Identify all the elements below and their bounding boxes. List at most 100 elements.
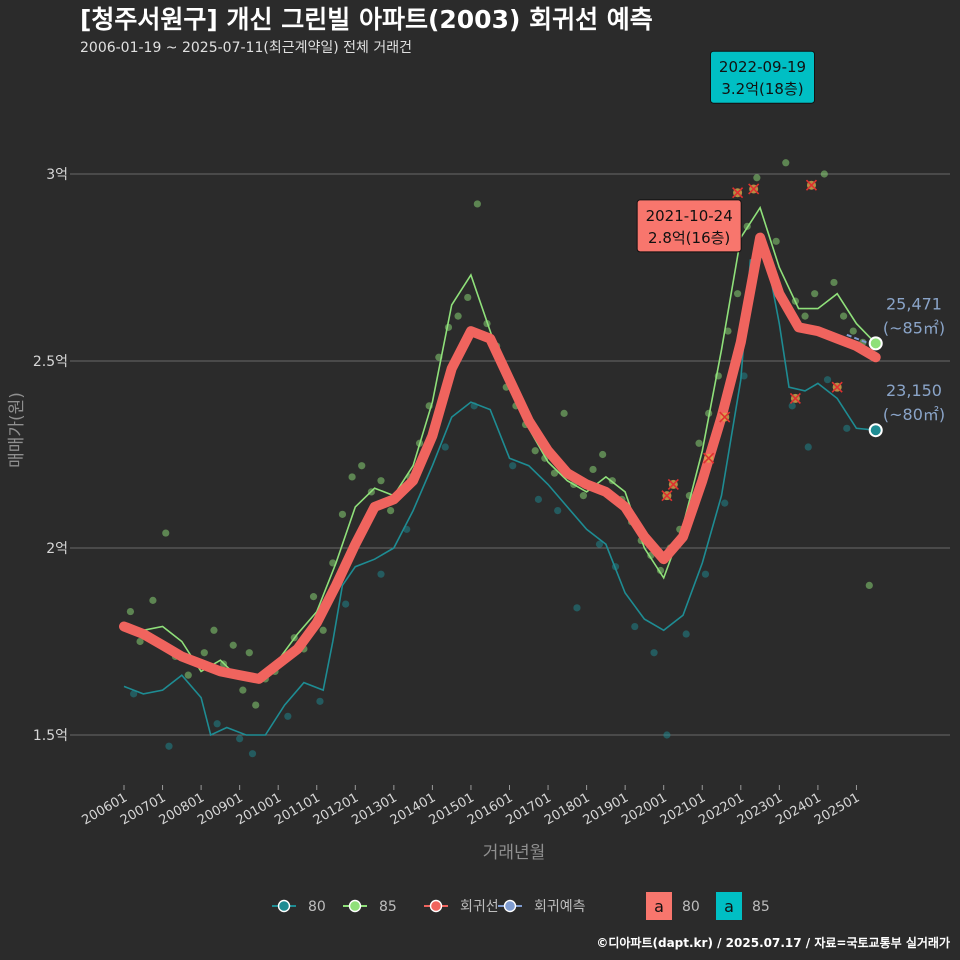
legend-label: 회귀선 (460, 899, 499, 915)
legend-label: 85 (379, 899, 397, 915)
transaction-point-80 (843, 424, 851, 432)
legend-label: 회귀예측 (534, 899, 586, 915)
transaction-point-85 (377, 477, 385, 485)
transaction-point-85 (210, 626, 218, 634)
callout-box (710, 50, 815, 104)
legend: 80 85 회귀선 회귀예측 a 80 a 85 (272, 892, 770, 920)
transaction-point-85 (162, 529, 170, 537)
transaction-point-80 (554, 507, 562, 515)
transaction-point-85 (184, 671, 192, 679)
excluded-point (805, 179, 818, 191)
legend-fill-item-85: a 85 (716, 892, 770, 920)
end-marker-85 (868, 336, 883, 351)
y-tick-label: 2억 (46, 541, 68, 557)
transaction-point-80 (441, 443, 449, 451)
transaction-point-85 (239, 686, 247, 694)
legend-swatch-glyph: a (724, 897, 734, 916)
transaction-point-85 (464, 293, 472, 302)
transaction-point-80 (595, 540, 604, 548)
transaction-point-80 (682, 630, 690, 638)
excluded-point (667, 478, 679, 490)
end-area-label: (~80㎡) (883, 405, 945, 424)
transaction-point-80 (788, 402, 796, 410)
chart-subtitle: 2006-01-19 ~ 2025-07-11(최근계약일) 전체 거래건 (80, 40, 412, 56)
transaction-point-85 (550, 469, 559, 477)
transaction-point-85 (149, 596, 157, 604)
y-tick-label: 2.5억 (33, 354, 68, 370)
footer-credit: ©디아파트(dapt.kr) / 2025.07.17 / 자료=국토교통부 실… (596, 935, 950, 950)
transaction-point-80 (248, 750, 257, 758)
y-axis-title: 매매가(원) (7, 392, 27, 468)
y-tick-label: 1.5억 (33, 728, 68, 744)
transaction-point-85 (820, 170, 828, 178)
transaction-point-85 (733, 290, 742, 298)
transaction-point-85 (811, 290, 819, 298)
transaction-point-85 (589, 465, 597, 474)
transaction-point-80 (740, 372, 748, 380)
series-lines (119, 205, 881, 737)
excluded-point (831, 381, 843, 393)
transaction-point-85 (126, 607, 135, 616)
legend-item-reg: 회귀선 (424, 899, 499, 915)
transaction-point-85 (865, 581, 873, 590)
transaction-point-80 (213, 720, 221, 728)
excluded-cross (748, 183, 760, 195)
legend-swatch-glyph: a (654, 897, 664, 916)
transaction-point-85 (348, 473, 356, 481)
legend-item-fc: 회귀예측 (498, 899, 586, 915)
excluded-point (719, 411, 731, 423)
x-axis-title: 거래년월 (483, 843, 546, 863)
end-value-label: 23,150 (886, 381, 942, 400)
transaction-point-85 (136, 637, 144, 646)
transaction-point-85 (772, 237, 780, 245)
transaction-point-85 (695, 439, 703, 447)
transaction-point-85 (454, 312, 462, 320)
callout-box (636, 199, 742, 253)
transaction-point-80 (130, 690, 138, 698)
excluded-cross (805, 179, 818, 191)
transaction-point-85 (840, 312, 848, 320)
transaction-point-80 (721, 499, 729, 507)
transaction-point-80 (377, 570, 385, 578)
transaction-point-85 (656, 566, 665, 575)
callout-80: 2021-10-24 2.8억(16층) (636, 199, 742, 253)
transaction-point-80 (316, 697, 324, 705)
excluded-cross (719, 411, 731, 423)
transaction-point-80 (236, 735, 244, 743)
excluded-point (789, 392, 801, 404)
transaction-point-85 (724, 327, 732, 335)
excluded-cross (831, 381, 843, 393)
y-tick-label: 3억 (46, 167, 68, 183)
transaction-point-80 (509, 462, 517, 470)
excluded-cross (703, 452, 715, 464)
transaction-point-85 (245, 649, 253, 657)
excluded-cross (732, 187, 744, 199)
transaction-point-80 (650, 649, 658, 657)
legend-marker (277, 899, 291, 913)
transaction-point-85 (387, 507, 395, 515)
transaction-point-85 (358, 462, 366, 470)
callout-date: 2021-10-24 (646, 207, 733, 225)
transaction-point-80 (823, 376, 832, 384)
transaction-point-85 (229, 641, 237, 649)
legend-label: 85 (752, 899, 770, 915)
callout-value: 3.2억(18층) (721, 80, 803, 98)
legend-item-80: 80 (272, 899, 326, 915)
legend-label: 80 (682, 899, 700, 915)
callout-date: 2022-09-19 (719, 58, 806, 76)
transaction-point-85 (531, 447, 539, 455)
transaction-point-85 (599, 450, 607, 459)
y-tick-labels: 1.5억 2억 2.5억 3억 (33, 167, 68, 744)
legend-marker (348, 899, 362, 913)
transaction-point-85 (473, 200, 481, 208)
grid-lines (70, 173, 950, 736)
excluded-point (748, 183, 760, 195)
callout-value: 2.8억(16층) (648, 229, 730, 247)
excluded-cross (661, 490, 673, 502)
transaction-point-85 (200, 649, 208, 657)
legend-label: 80 (308, 899, 326, 915)
excluded-point (732, 187, 744, 199)
transaction-point-85 (849, 327, 857, 335)
legend-swatch (716, 892, 742, 920)
